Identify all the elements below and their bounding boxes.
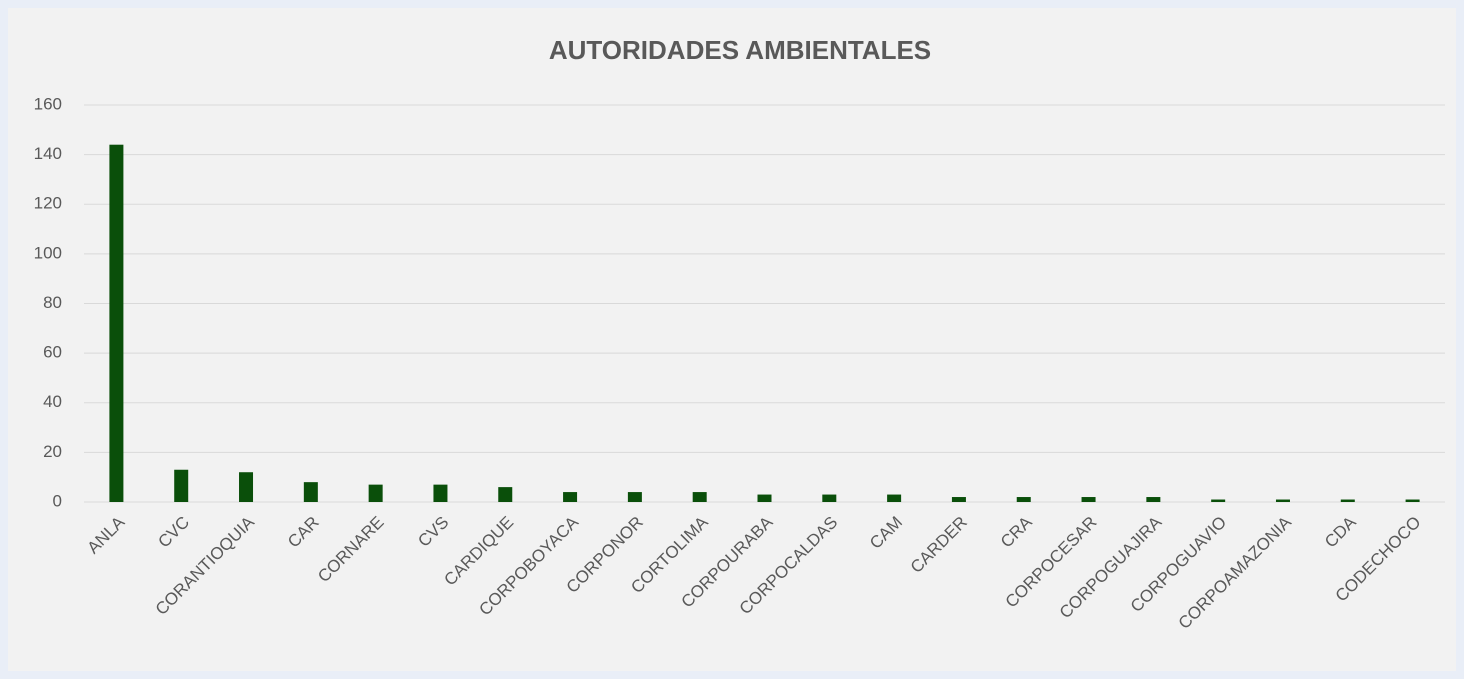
y-tick-label: 60 (43, 343, 62, 362)
bar (563, 492, 578, 502)
y-tick-label: 80 (43, 293, 62, 312)
y-tick-label: 100 (34, 243, 62, 262)
bar (368, 484, 383, 502)
y-tick-label: 120 (34, 194, 62, 213)
bar (951, 497, 966, 502)
bar (627, 492, 642, 502)
bar (1146, 497, 1161, 502)
bar (1405, 499, 1420, 502)
bar (887, 494, 902, 502)
bar (109, 144, 124, 502)
bar (174, 469, 189, 502)
bar (1275, 499, 1290, 502)
bar (498, 487, 513, 502)
bar (303, 482, 318, 502)
y-tick-label: 0 (53, 491, 62, 510)
bar (1016, 497, 1031, 502)
chart-title: AUTORIDADES AMBIENTALES (549, 35, 931, 65)
y-tick-label: 20 (43, 442, 62, 461)
y-tick-label: 140 (34, 144, 62, 163)
chart-panel (8, 8, 1456, 671)
bar (1340, 499, 1355, 502)
bar (239, 472, 254, 502)
bar (1211, 499, 1226, 502)
bar (757, 494, 772, 502)
bar (1081, 497, 1096, 502)
bar (692, 492, 707, 502)
bar (433, 484, 448, 502)
bar (822, 494, 837, 502)
y-tick-label: 40 (43, 392, 62, 411)
y-tick-label: 160 (34, 94, 62, 113)
